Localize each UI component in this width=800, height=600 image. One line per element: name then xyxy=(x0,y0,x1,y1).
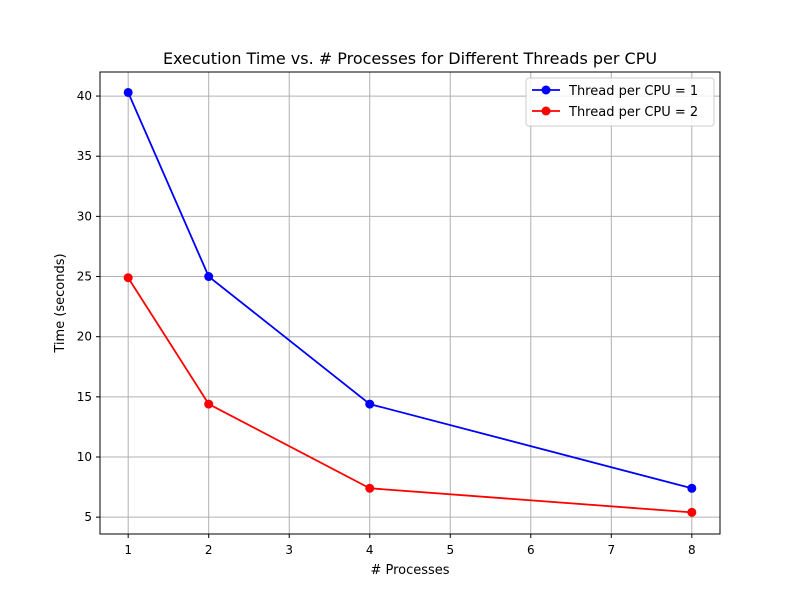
y-tick-label: 35 xyxy=(77,149,92,163)
x-axis-label: # Processes xyxy=(370,563,449,578)
x-tick-label: 2 xyxy=(205,543,213,557)
data-point-series-1 xyxy=(687,483,697,493)
y-tick-label: 30 xyxy=(77,209,92,223)
series-line-2 xyxy=(127,277,692,514)
series-line-1 xyxy=(127,92,693,490)
data-point-series-1 xyxy=(365,399,375,409)
data-point-series-2 xyxy=(687,507,697,517)
legend-label-1: Thread per CPU = 1 xyxy=(568,84,698,99)
x-tick-label: 4 xyxy=(366,543,374,557)
legend-marker-2 xyxy=(541,106,551,116)
legend-label-2: Thread per CPU = 2 xyxy=(568,105,698,120)
y-tick-label: 25 xyxy=(77,270,92,284)
chart-title: Execution Time vs. # Processes for Diffe… xyxy=(163,49,657,68)
legend: Thread per CPU = 1 Thread per CPU = 2 xyxy=(525,77,715,127)
data-point-series-1 xyxy=(123,87,133,97)
data-point-series-2 xyxy=(204,399,214,409)
data-point-series-2 xyxy=(123,273,133,283)
legend-marker-1 xyxy=(541,85,551,95)
x-tick-label: 5 xyxy=(446,543,454,557)
grid xyxy=(100,72,720,534)
y-tick-label: 20 xyxy=(77,330,92,344)
plot-frame xyxy=(99,71,721,535)
y-axis-label: Time (seconds) xyxy=(53,253,68,353)
x-tick-label: 3 xyxy=(285,543,293,557)
series-layer xyxy=(123,87,697,517)
y-tick-label: 40 xyxy=(77,89,92,103)
data-point-series-2 xyxy=(365,483,375,493)
x-tick-label: 6 xyxy=(527,543,535,557)
legend-box xyxy=(525,77,715,127)
ticks: 1 2 3 4 5 6 7 8 5 10 15 20 25 30 35 40 xyxy=(77,89,696,557)
y-tick-label: 5 xyxy=(84,510,92,524)
x-tick-label: 8 xyxy=(688,543,696,557)
x-tick-label: 7 xyxy=(607,543,615,557)
y-tick-label: 10 xyxy=(77,450,92,464)
y-tick-label: 15 xyxy=(77,390,92,404)
data-point-series-1 xyxy=(204,272,214,282)
x-tick-label: 1 xyxy=(124,543,132,557)
